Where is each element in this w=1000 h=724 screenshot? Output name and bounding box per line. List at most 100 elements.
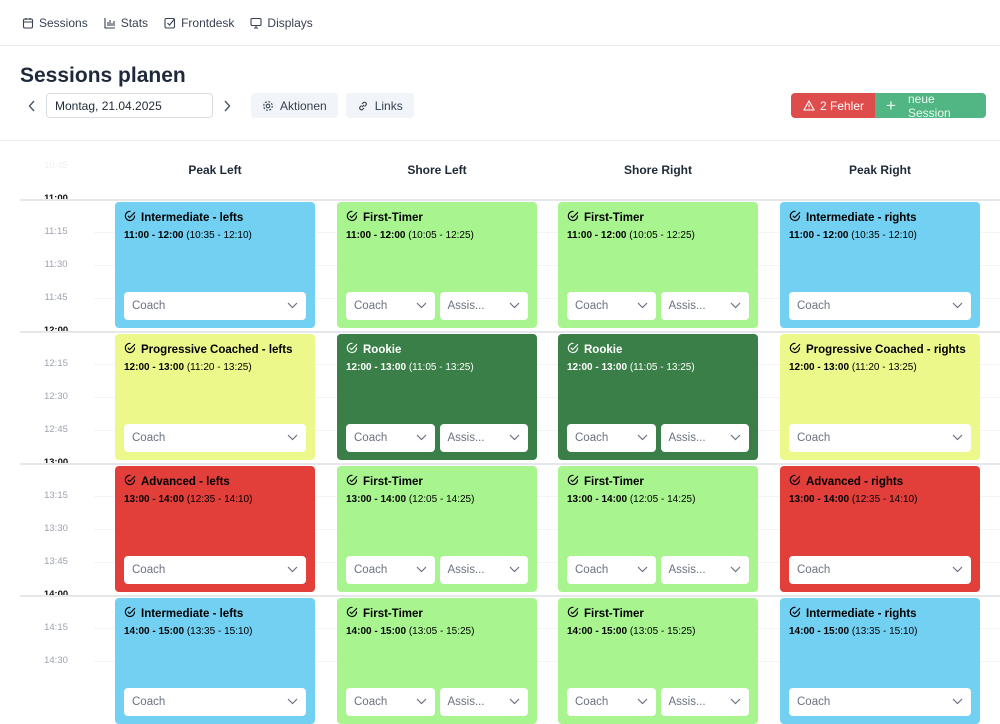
session-card[interactable]: Advanced - lefts 13:00 - 14:00 (12:35 - 1… — [115, 466, 315, 592]
date-toolbar: Montag, 21.04.2025 Aktionen Links — [22, 93, 414, 118]
session-card[interactable]: First-Timer 11:00 - 12:00 (10:05 - 12:25)… — [337, 202, 537, 328]
assistant-select[interactable]: Assis... — [660, 292, 749, 320]
coach-select[interactable]: Coach — [124, 424, 306, 452]
session-name: First-Timer — [584, 607, 644, 620]
check-circle-icon — [789, 474, 801, 489]
assistant-select[interactable]: Assis... — [660, 688, 749, 716]
errors-label: 2 Fehler — [820, 98, 865, 113]
actions-button[interactable]: Aktionen — [251, 93, 338, 118]
session-card[interactable]: First-Timer 14:00 - 15:00 (13:05 - 15:25)… — [558, 598, 758, 724]
check-circle-icon — [789, 210, 801, 225]
assistant-select[interactable]: Assis... — [439, 424, 528, 452]
coach-select[interactable]: Coach — [567, 688, 656, 716]
check-circle-icon — [789, 342, 801, 357]
session-title: Intermediate - rights — [789, 210, 971, 225]
chevron-down-icon — [730, 564, 741, 576]
warning-icon — [803, 100, 815, 111]
session-card[interactable]: First-Timer 13:00 - 14:00 (12:05 - 14:25)… — [337, 466, 537, 592]
session-range: (10:05 - 12:25) — [408, 230, 474, 241]
coach-select[interactable]: Coach — [789, 556, 971, 584]
coach-select[interactable]: Coach — [346, 424, 435, 452]
session-range: (12:05 - 14:25) — [629, 494, 696, 505]
session-name: Advanced - rights — [806, 475, 904, 488]
assistant-select[interactable]: Assis... — [660, 424, 749, 452]
time-label: 14:00 — [43, 589, 69, 600]
session-name: Intermediate - lefts — [141, 211, 244, 224]
chevron-down-icon — [730, 696, 741, 708]
chevron-down-icon — [952, 432, 963, 444]
coach-select[interactable]: Coach — [124, 556, 306, 584]
select-placeholder: Coach — [132, 300, 166, 312]
session-slot: 12:00 - 13:00 — [124, 362, 185, 373]
session-card[interactable]: First-Timer 11:00 - 12:00 (10:05 - 12:25)… — [558, 202, 758, 328]
nav-stats[interactable]: Stats — [104, 16, 148, 30]
plus-icon: + — [886, 96, 896, 115]
staff-selects: Coach Assis... — [567, 424, 749, 452]
session-range: (10:35 - 12:10) — [186, 230, 252, 241]
session-range: (11:20 - 13:25) — [186, 362, 252, 373]
chevron-down-icon — [416, 696, 427, 708]
time-label: 11:45 — [44, 292, 68, 303]
coach-select[interactable]: Coach — [567, 556, 656, 584]
select-placeholder: Assis... — [668, 564, 706, 576]
checkbox-icon — [164, 17, 176, 29]
nav-displays[interactable]: Displays — [250, 16, 313, 30]
coach-select[interactable]: Coach — [346, 688, 435, 716]
session-card[interactable]: First-Timer 14:00 - 15:00 (13:05 - 15:25)… — [337, 598, 537, 724]
staff-selects: Coach Assis... — [567, 292, 749, 320]
check-circle-icon — [124, 342, 136, 357]
chevron-down-icon — [730, 300, 741, 312]
links-button[interactable]: Links — [345, 93, 414, 118]
session-name: Intermediate - rights — [806, 211, 917, 224]
session-range: (13:05 - 15:25) — [408, 626, 475, 637]
session-card[interactable]: Intermediate - lefts 14:00 - 15:00 (13:35… — [115, 598, 315, 724]
assistant-select[interactable]: Assis... — [660, 556, 749, 584]
coach-select[interactable]: Coach — [567, 424, 656, 452]
nav-frontdesk[interactable]: Frontdesk — [164, 16, 234, 30]
coach-select[interactable]: Coach — [789, 292, 971, 320]
staff-selects: Coach — [124, 556, 306, 584]
grid-line — [94, 265, 1000, 266]
date-input[interactable]: Montag, 21.04.2025 — [46, 93, 213, 118]
session-card[interactable]: Progressive Coached - rights 12:00 - 13:0… — [780, 334, 980, 460]
time-label: 13:15 — [44, 490, 68, 501]
time-label: 14:15 — [44, 622, 68, 633]
session-card[interactable]: Progressive Coached - lefts 12:00 - 13:00… — [115, 334, 315, 460]
session-slot: 13:00 - 14:00 — [789, 494, 850, 505]
select-placeholder: Coach — [797, 432, 831, 444]
session-title: Intermediate - lefts — [124, 210, 306, 225]
check-circle-icon — [346, 606, 358, 621]
coach-select[interactable]: Coach — [789, 688, 971, 716]
coach-select[interactable]: Coach — [346, 556, 435, 584]
session-card[interactable]: Advanced - rights 13:00 - 14:00 (12:35 - … — [780, 466, 980, 592]
coach-select[interactable]: Coach — [789, 424, 971, 452]
coach-select[interactable]: Coach — [124, 688, 306, 716]
page-title: Sessions planen — [20, 64, 186, 87]
coach-select[interactable]: Coach — [346, 292, 435, 320]
assistant-select[interactable]: Assis... — [439, 292, 528, 320]
assistant-select[interactable]: Assis... — [439, 688, 528, 716]
session-slot: 12:00 - 13:00 — [346, 362, 407, 373]
assistant-select[interactable]: Assis... — [439, 556, 528, 584]
coach-select[interactable]: Coach — [124, 292, 306, 320]
session-card[interactable]: Intermediate - rights 11:00 - 12:00 (10:3… — [780, 202, 980, 328]
session-range: (11:20 - 13:25) — [851, 362, 917, 373]
errors-button[interactable]: 2 Fehler — [791, 93, 876, 118]
session-card[interactable]: Intermediate - rights 14:00 - 15:00 (13:3… — [780, 598, 980, 724]
coach-select[interactable]: Coach — [567, 292, 656, 320]
select-placeholder: Coach — [354, 432, 388, 444]
nav-sessions[interactable]: Sessions — [22, 16, 88, 30]
previous-day-button[interactable] — [22, 94, 42, 118]
grid-line — [20, 331, 1000, 333]
session-card[interactable]: Rookie 12:00 - 13:00 (11:05 - 13:25) Coach… — [337, 334, 537, 460]
session-card[interactable]: Intermediate - lefts 11:00 - 12:00 (10:35… — [115, 202, 315, 328]
session-slot: 14:00 - 15:00 — [124, 626, 185, 637]
next-day-button[interactable] — [217, 94, 237, 118]
session-card[interactable]: Rookie 12:00 - 13:00 (11:05 - 13:25) Coach… — [558, 334, 758, 460]
new-session-button[interactable]: + neue Session — [875, 93, 987, 118]
chevron-right-icon — [224, 100, 231, 111]
session-card[interactable]: First-Timer 13:00 - 14:00 (12:05 - 14:25)… — [558, 466, 758, 592]
time-label: 13:30 — [44, 523, 68, 534]
check-circle-icon — [567, 474, 579, 489]
session-range: (13:35 - 15:10) — [851, 626, 918, 637]
